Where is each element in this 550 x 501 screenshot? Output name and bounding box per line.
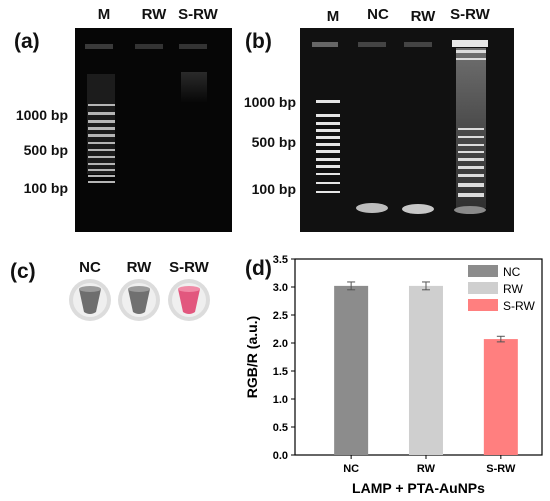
legend-swatch-rw [468,282,498,294]
x-axis-label: LAMP + PTA-AuNPs [352,480,485,496]
y-tick-label: 1.0 [273,394,288,406]
gel-b-lane-rw: RW [410,8,436,25]
gel-a-lane-m: M [97,6,111,23]
x-tick-label: NC [343,463,359,475]
bar-rw [408,285,443,455]
gel-image-b [300,28,514,232]
gel-b-lane-srw: S-RW [450,6,490,23]
tube-label-rw: RW [126,259,152,276]
gel-image-a [75,28,232,232]
tube-srw [168,279,210,321]
bar-s-rw [483,339,518,455]
tube-label-nc: NC [79,259,101,276]
y-tick-label: 3.5 [273,254,288,266]
x-tick-label: RW [417,463,436,475]
legend-label-rw: RW [503,282,523,296]
panel-d-label: (d) [245,257,272,280]
y-tick-label: 3.0 [273,282,288,294]
bar-chart: 0.0 0.5 1.0 1.5 2.0 2.5 3.0 3.5 RGB/R (a.u.) NC RW… [244,254,543,496]
y-tick-label: 1.5 [273,366,288,378]
tube-label-srw: S-RW [169,259,209,276]
gel-a-marker-100: 100 bp [23,180,68,196]
panel-c-label: (c) [10,260,36,283]
gel-b-marker-500: 500 bp [251,134,296,150]
gel-a-marker-1000: 1000 bp [15,107,68,123]
tube-nc [69,279,111,321]
x-tick-label: S-RW [486,463,516,475]
y-tick-label: 2.5 [273,310,288,322]
tube-rw [118,279,160,321]
panel-b-label: (b) [245,30,272,53]
y-tick-label: 2.0 [273,338,288,350]
gel-a-lane-rw: RW [141,6,167,23]
gel-b-lane-m: M [326,8,340,25]
gel-b-marker-1000: 1000 bp [243,94,296,110]
legend-swatch-s-rw [468,299,498,311]
gel-b-marker-100: 100 bp [251,181,296,197]
legend-swatch-nc [468,265,498,277]
y-tick-label: 0.0 [273,450,288,462]
bar-nc [334,285,369,455]
legend-label-nc: NC [503,265,521,279]
gel-a-marker-500: 500 bp [23,142,68,158]
y-axis-label: RGB/R (a.u.) [244,316,260,398]
gel-a-lane-srw: S-RW [178,6,218,23]
y-tick-label: 0.5 [273,422,288,434]
panel-a-label: (a) [14,30,40,53]
gel-b-lane-nc: NC [367,6,389,23]
legend-label-s-rw: S-RW [503,299,535,313]
